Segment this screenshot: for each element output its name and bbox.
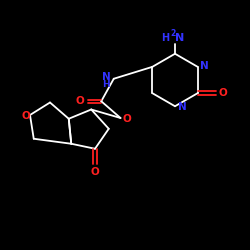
Text: O: O	[90, 167, 100, 177]
Text: O: O	[76, 96, 84, 106]
Text: N: N	[102, 72, 110, 83]
Text: H: H	[162, 33, 170, 43]
Text: O: O	[123, 114, 132, 124]
Text: N: N	[200, 61, 209, 71]
Text: O: O	[218, 88, 227, 98]
Text: N: N	[175, 33, 184, 43]
Text: H: H	[102, 80, 110, 89]
Text: N: N	[178, 102, 186, 113]
Text: 2: 2	[170, 29, 175, 38]
Text: O: O	[22, 111, 30, 121]
